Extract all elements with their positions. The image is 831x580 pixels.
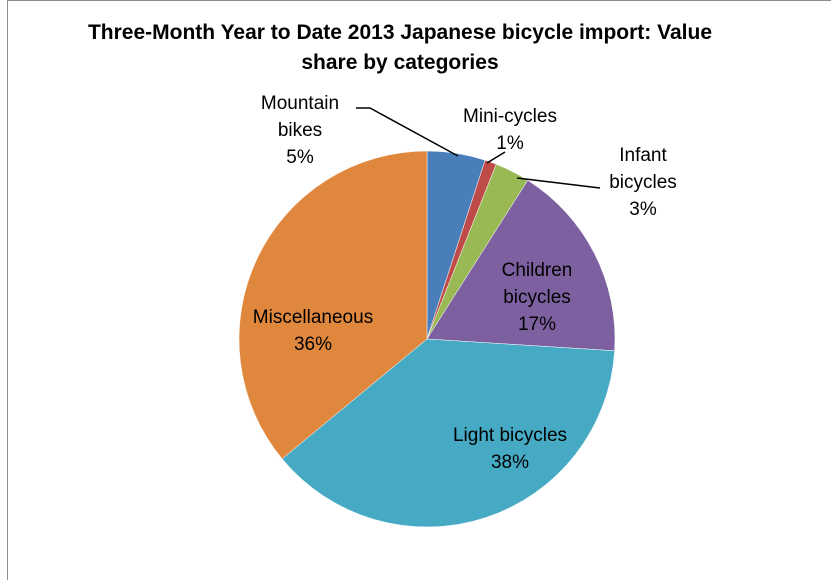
pie-slice [238, 150, 428, 460]
slice-label: Infant bicycles 3% [588, 142, 698, 223]
slice-label: Mountain bikes 5% [245, 90, 355, 171]
category-label: Light bicycles [452, 425, 568, 446]
value-label: 38% [490, 452, 530, 473]
pie-slice [426, 179, 616, 352]
slice-label: Mini-cycles 1% [450, 103, 570, 157]
value-label: 1% [496, 133, 524, 154]
value-label: 5% [286, 147, 314, 168]
value-label: 3% [629, 199, 657, 220]
leader-line [516, 177, 601, 189]
leader-line [356, 107, 459, 157]
category-label: Mountain bikes [260, 93, 340, 141]
slice-label: Children bicycles 17% [472, 257, 602, 338]
category-label: Miscellaneous [252, 307, 374, 328]
category-label: Infant bicycles [609, 145, 677, 193]
category-label: Mini-cycles [463, 106, 557, 127]
value-label: 17% [517, 314, 557, 335]
chart-title: Three-Month Year to Date 2013 Japanese b… [87, 21, 712, 74]
category-label: Children bicycles [501, 260, 573, 308]
slice-label: Miscellaneous 36% [233, 304, 393, 358]
value-label: 36% [293, 334, 333, 355]
chart-border [7, 0, 831, 580]
slice-label: Light bicycles 38% [420, 422, 600, 476]
pie-slice [281, 338, 615, 528]
leader-line [486, 151, 506, 164]
